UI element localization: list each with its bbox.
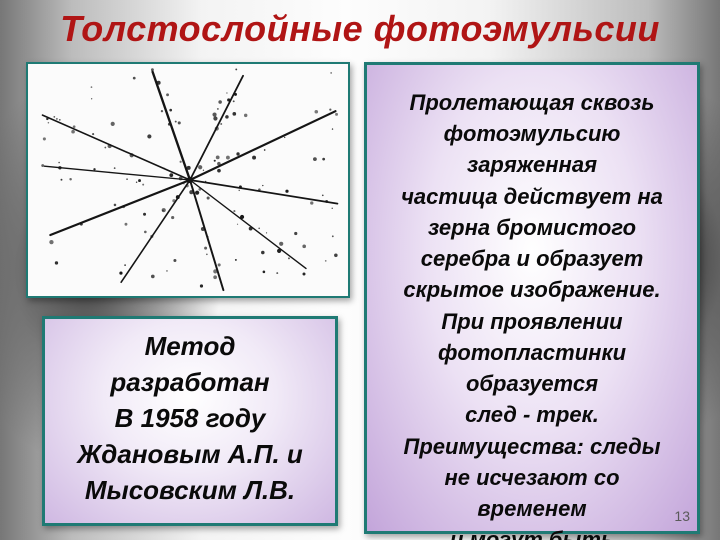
description-panel: Пролетающая сквозь фотоэмульсию заряженн…	[364, 62, 700, 534]
method-text: МетодразработанВ 1958 годуЖдановым А.П. …	[77, 329, 303, 508]
slide-title: Толстослойные фотоэмульсии	[0, 8, 720, 50]
particle-tracks-svg	[28, 64, 348, 296]
emulsion-photo	[26, 62, 350, 298]
slide-number: 13	[674, 508, 690, 524]
method-panel: МетодразработанВ 1958 годуЖдановым А.П. …	[42, 316, 338, 526]
